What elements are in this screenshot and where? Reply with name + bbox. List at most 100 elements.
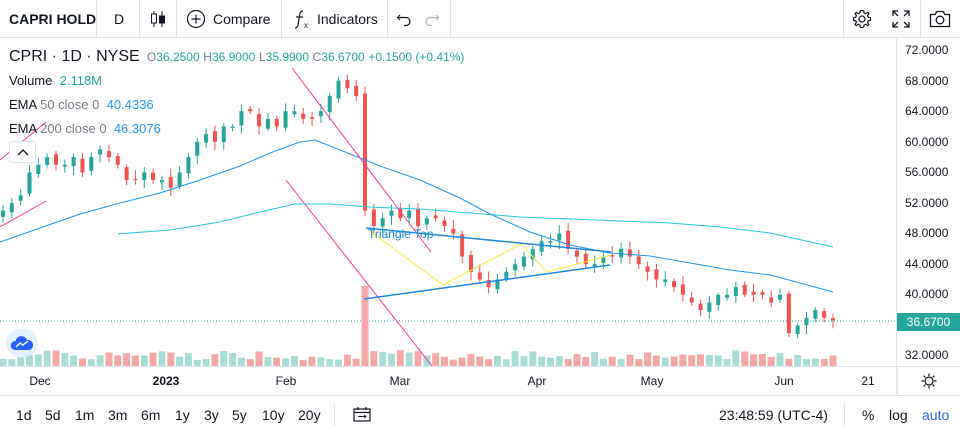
candle-body xyxy=(672,281,677,288)
candle-body xyxy=(159,180,164,183)
fullscreen-button[interactable] xyxy=(892,0,910,37)
range-button-1y[interactable]: 1y xyxy=(175,407,190,423)
log-scale-toggle[interactable]: log xyxy=(889,407,908,423)
range-button-10y[interactable]: 10y xyxy=(262,407,285,423)
function-icon: x xyxy=(294,9,308,30)
auto-scale-toggle[interactable]: auto xyxy=(922,407,950,423)
close-key: C xyxy=(312,50,322,64)
volume-bar xyxy=(335,359,343,366)
candle-body xyxy=(786,293,791,334)
volume-bar xyxy=(803,359,811,366)
volume-bars xyxy=(0,286,837,366)
candle-body xyxy=(460,234,465,257)
sun-settings-icon xyxy=(921,373,937,388)
high-value: 36.9000 xyxy=(211,50,256,64)
range-button-6m[interactable]: 6m xyxy=(141,407,161,423)
trend-line-left-lower xyxy=(0,200,47,228)
candle-body xyxy=(9,203,14,213)
candle-body xyxy=(513,264,518,271)
volume-bar xyxy=(467,354,475,366)
trend-line-lower xyxy=(285,179,433,367)
screenshot-button[interactable] xyxy=(929,0,951,37)
volume-bar xyxy=(529,351,537,366)
volume-bar xyxy=(264,357,272,366)
toolbar-divider xyxy=(139,0,140,37)
clock-timezone[interactable]: 23:48:59 (UTC-4) xyxy=(719,407,828,423)
legend-collapse-button[interactable] xyxy=(9,141,36,163)
price-tick: 56.0000 xyxy=(905,165,949,179)
candle-body xyxy=(442,220,447,226)
volume-bar xyxy=(361,286,369,366)
volume-bar xyxy=(829,355,837,366)
axis-settings-button[interactable] xyxy=(897,366,960,394)
ema200-line xyxy=(117,203,834,248)
legend-ema200-row[interactable]: EMA 200 close 0 46.3076 xyxy=(9,117,464,141)
candle-body xyxy=(610,255,615,257)
candle-body xyxy=(248,109,253,112)
candle-body xyxy=(133,179,138,181)
triangle-top-label[interactable]: Triangle Top xyxy=(368,227,434,241)
symbol-name: CAPRI HOLDINGS LTD xyxy=(9,10,96,27)
chart-style-button[interactable] xyxy=(150,0,166,37)
range-button-3y[interactable]: 3y xyxy=(204,407,219,423)
range-button-5y[interactable]: 5y xyxy=(232,407,247,423)
volume-bar xyxy=(290,355,298,366)
candle-body xyxy=(725,294,730,298)
compare-button[interactable]: Compare xyxy=(186,0,271,37)
candle-body xyxy=(80,158,85,173)
legend-volume-row[interactable]: Volume 2.118M xyxy=(9,69,464,93)
range-button-3m[interactable]: 3m xyxy=(108,407,128,423)
range-button-1m[interactable]: 1m xyxy=(75,407,95,423)
volume-bar xyxy=(776,353,784,366)
chart-logo-badge[interactable] xyxy=(6,329,38,357)
camera-icon xyxy=(929,10,951,27)
candle-body xyxy=(822,311,827,318)
volume-bar xyxy=(635,359,643,366)
volume-bar xyxy=(705,355,713,366)
chart-legend: CPRI · 1D · NYSE O36.2500 H36.9000 L35.9… xyxy=(9,45,464,141)
candle-body xyxy=(168,177,173,188)
volume-bar xyxy=(299,359,307,366)
settings-button[interactable] xyxy=(852,0,872,37)
time-axis[interactable]: Dec 2023 Feb Mar Apr May Jun 21 xyxy=(0,366,897,394)
indicators-button[interactable]: x Indicators xyxy=(293,0,378,37)
price-chart[interactable]: Triangle Top xyxy=(0,0,960,395)
range-button-20y[interactable]: 20y xyxy=(298,407,321,423)
volume-bar xyxy=(202,359,210,366)
symbol-search-button[interactable]: CAPRI HOLDINGS LTD xyxy=(0,0,96,37)
chevron-up-icon xyxy=(17,149,28,156)
volume-bar xyxy=(96,355,104,366)
legend-ema50-row[interactable]: EMA 50 close 0 40.4336 xyxy=(9,93,464,117)
undo-button[interactable] xyxy=(396,0,412,37)
percent-scale-toggle[interactable]: % xyxy=(862,407,875,423)
interval-button[interactable]: D xyxy=(114,0,124,37)
volume-bar xyxy=(131,355,139,366)
volume-bar xyxy=(423,355,431,366)
range-button-5d[interactable]: 5d xyxy=(45,407,61,423)
undo-icon xyxy=(396,14,411,26)
volume-bar xyxy=(511,350,519,366)
volume-bar xyxy=(661,357,669,366)
volume-bar xyxy=(617,358,625,366)
high-key: H xyxy=(203,50,212,64)
candle-body xyxy=(813,310,818,319)
indicators-label: Indicators xyxy=(317,10,378,27)
candle-body xyxy=(619,248,624,258)
candle-body xyxy=(592,264,597,267)
date-range-button[interactable] xyxy=(353,406,371,427)
volume-bar xyxy=(388,353,396,366)
candle-body xyxy=(407,210,412,218)
time-tick: Dec xyxy=(29,374,51,388)
candle-body xyxy=(627,249,632,257)
candle-body xyxy=(177,172,182,187)
volume-bar xyxy=(599,358,607,366)
candle-body xyxy=(751,291,756,295)
candle-body xyxy=(106,151,111,158)
candle-body xyxy=(654,269,659,280)
volume-bar xyxy=(114,355,122,366)
redo-button[interactable] xyxy=(424,0,440,37)
candle-body xyxy=(645,266,650,272)
volume-bar xyxy=(476,356,484,366)
volume-bar xyxy=(591,352,599,366)
range-button-1d[interactable]: 1d xyxy=(16,407,32,423)
